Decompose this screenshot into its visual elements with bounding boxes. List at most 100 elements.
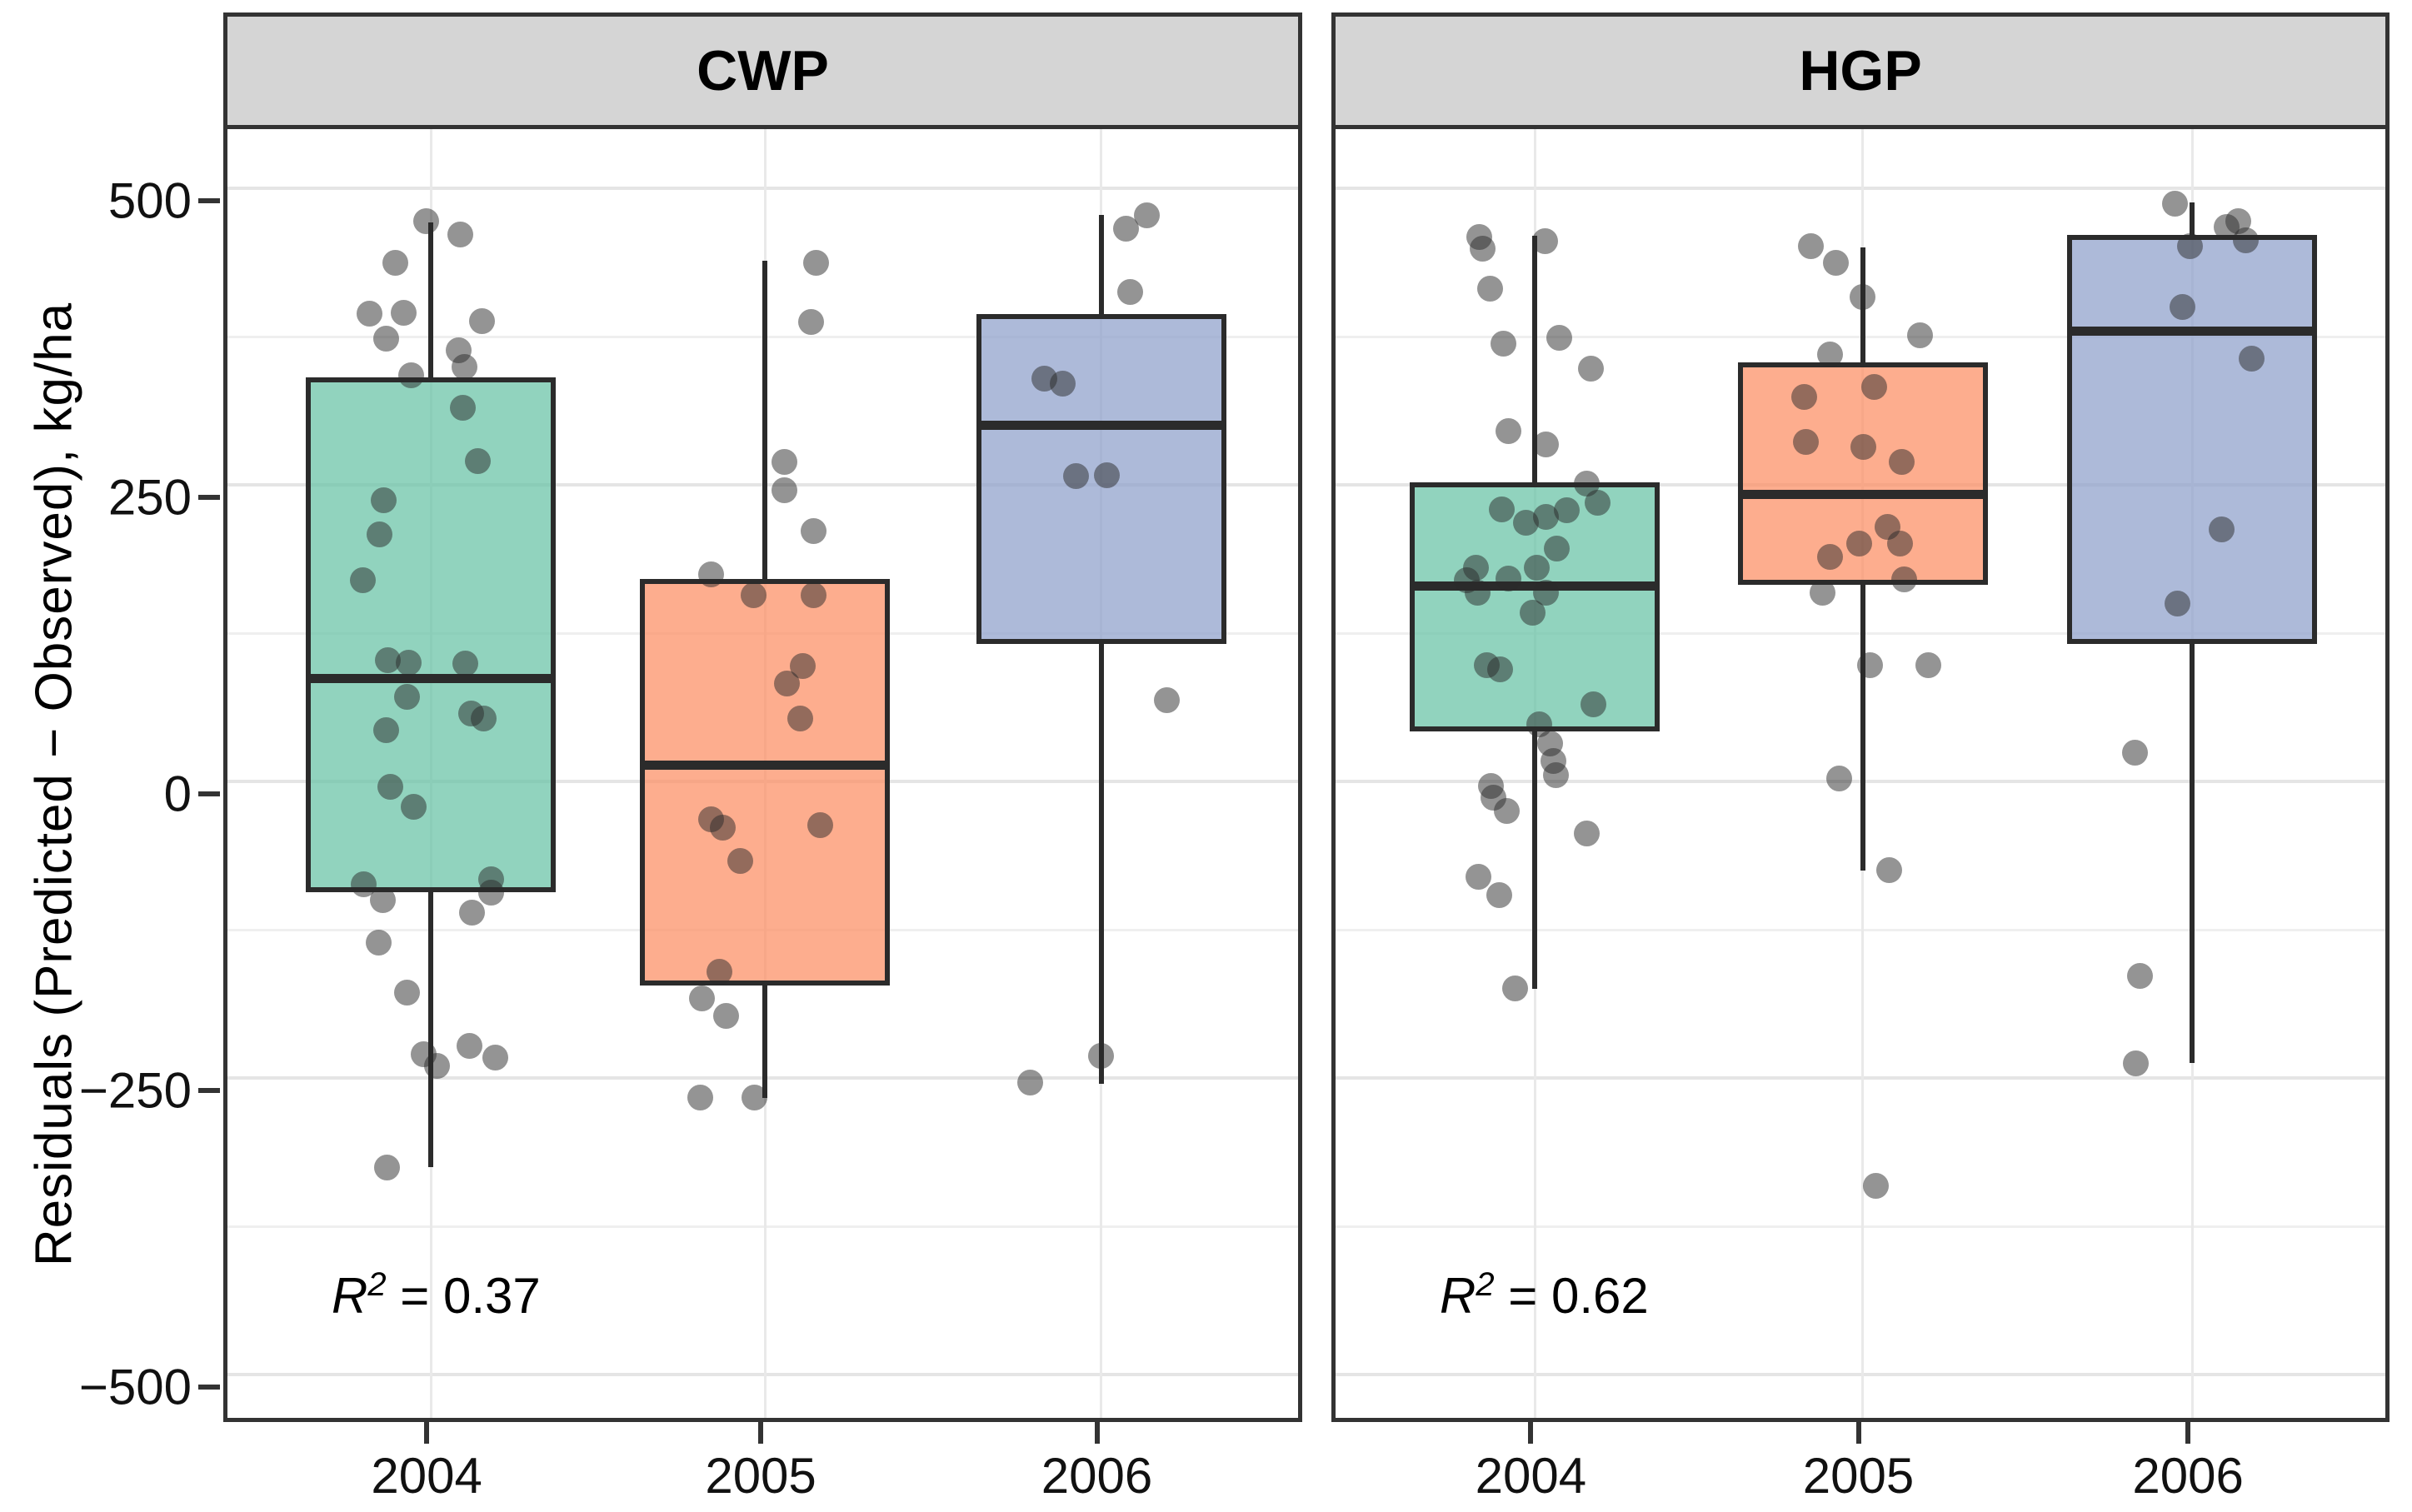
x-tick-mark — [1094, 1422, 1100, 1444]
jitter-point — [807, 811, 834, 838]
jitter-point — [2170, 293, 2196, 320]
lower-whisker — [1098, 643, 1104, 1085]
jitter-point — [447, 221, 474, 247]
jitter-point — [382, 249, 409, 276]
jitter-point — [803, 249, 830, 276]
jitter-point — [1491, 330, 1517, 357]
jitter-point — [698, 561, 725, 588]
y-tick-mark — [198, 198, 220, 204]
jitter-point — [798, 309, 825, 336]
upper-whisker — [2190, 202, 2195, 235]
jitter-point — [1886, 531, 1913, 557]
boxplot-box-2004 — [306, 377, 557, 892]
jitter-point — [1856, 651, 1883, 678]
jitter-point — [772, 477, 798, 504]
jitter-point — [1524, 554, 1551, 581]
jitter-point — [478, 879, 505, 906]
x-tick-label: 2005 — [1802, 1448, 1915, 1504]
lower-whisker — [1532, 731, 1538, 990]
x-tick-mark — [424, 1422, 430, 1444]
lower-whisker — [428, 891, 434, 1167]
facet-header-cwp: CWP — [223, 12, 1302, 129]
jitter-point — [1093, 462, 1120, 488]
jitter-point — [459, 900, 486, 926]
jitter-point — [1112, 215, 1139, 242]
jitter-point — [394, 979, 421, 1006]
facet-panel-cwp: CWP R2 = 0.37 2004 2005 2006 — [223, 12, 1302, 1504]
jitter-point — [707, 959, 733, 986]
jitter-point — [1465, 579, 1491, 606]
jitter-point — [1486, 881, 1513, 908]
jitter-point — [713, 1003, 740, 1030]
jitter-point — [687, 1085, 714, 1111]
y-tick-mark — [198, 495, 220, 501]
y-tick-label: 500 — [107, 172, 192, 229]
jitter-point — [1554, 497, 1581, 524]
upper-whisker — [428, 222, 434, 377]
jitter-point — [1578, 355, 1605, 382]
jitter-point — [1116, 279, 1143, 306]
jitter-point — [1860, 374, 1887, 401]
jitter-point — [424, 1052, 451, 1079]
jitter-point — [801, 581, 827, 608]
lower-whisker — [762, 986, 768, 1099]
jitter-point — [471, 705, 497, 731]
jitter-point — [1496, 565, 1522, 591]
x-tick-mark — [1855, 1422, 1861, 1444]
facet-label-hgp: HGP — [1799, 39, 1922, 102]
jitter-point — [1520, 599, 1546, 626]
x-tick-label: 2004 — [1475, 1448, 1587, 1504]
x-tick-label: 2005 — [705, 1448, 816, 1504]
x-tick-mark — [2185, 1422, 2191, 1444]
y-tick-label: 250 — [107, 469, 192, 526]
r-squared-annotation: R2 = 0.37 — [332, 1266, 541, 1325]
jitter-point — [2233, 227, 2260, 253]
x-tick-mark — [758, 1422, 764, 1444]
jitter-point — [689, 985, 716, 1011]
boxplot-box-2006 — [2067, 234, 2318, 644]
jitter-point — [1049, 371, 1076, 397]
jitter-point — [801, 517, 827, 544]
jitter-point — [2239, 346, 2265, 372]
jitter-point — [377, 774, 404, 801]
x-tick-label: 2006 — [2132, 1448, 2244, 1504]
y-tick-mark — [198, 791, 220, 797]
jitter-point — [1087, 1043, 1114, 1070]
upper-whisker — [1098, 214, 1104, 315]
jitter-point — [742, 1085, 768, 1111]
minor-gridline — [1336, 929, 2385, 932]
upper-whisker — [1532, 236, 1538, 483]
major-gridline — [1336, 187, 2385, 191]
minor-gridline — [227, 1225, 1298, 1229]
major-gridline — [227, 187, 1298, 191]
jitter-point — [1845, 531, 1872, 557]
jitter-point — [1906, 322, 1933, 348]
jitter-point — [1825, 766, 1852, 792]
facet-panel-hgp: HGP R2 = 0.62 2004 2005 2006 — [1331, 12, 2390, 1504]
jitter-point — [1581, 691, 1607, 717]
jitter-point — [2162, 190, 2189, 217]
jitter-point — [452, 354, 478, 381]
jitter-point — [2209, 516, 2235, 543]
plot-area-hgp: R2 = 0.62 — [1331, 129, 2390, 1422]
jitter-point — [373, 326, 400, 352]
jitter-point — [401, 794, 427, 821]
jitter-point — [374, 1155, 401, 1181]
median-line — [640, 760, 891, 770]
jitter-point — [394, 684, 421, 711]
jitter-point — [1496, 418, 1522, 445]
jitter-point — [1849, 284, 1875, 311]
jitter-point — [1875, 856, 1902, 883]
jitter-point — [1850, 433, 1876, 460]
jitter-point — [373, 716, 400, 743]
jitter-point — [787, 705, 814, 731]
jitter-point — [465, 447, 492, 474]
jitter-point — [2122, 739, 2149, 766]
jitter-point — [391, 299, 417, 326]
jitter-point — [1544, 536, 1571, 562]
jitter-point — [1546, 324, 1573, 351]
y-tick-label: −250 — [78, 1062, 192, 1119]
y-tick-mark — [198, 1088, 220, 1094]
jitter-point — [1533, 431, 1560, 457]
y-tick-label: −500 — [78, 1359, 192, 1415]
